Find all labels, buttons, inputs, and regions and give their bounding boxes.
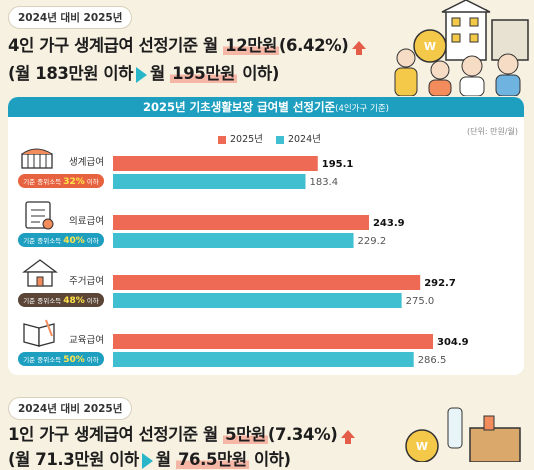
bar-2024: [113, 174, 306, 189]
svg-text:기준 중위소득 32% 이하: 기준 중위소득 32% 이하: [23, 177, 99, 187]
subline-4person: (월 183만원 이하 월 195만원 이하): [8, 60, 279, 84]
headline-1person: 1인 가구 생계급여 선정기준 월 5만원 (7.34%): [8, 421, 356, 445]
headline-4person: 4인 가구 생계급여 선정기준 월 12만원 (6.42%): [8, 32, 367, 56]
bar-value-label: 292.7: [424, 278, 456, 289]
legend-label-2025: 2025년: [230, 134, 263, 145]
subline-to: 이하): [236, 64, 279, 83]
comparison-badge-2: 2024년 대비 2025년: [8, 397, 133, 420]
bar-2024: [113, 352, 414, 367]
bar-value-label: 304.9: [437, 337, 469, 348]
bar-value-label: 275.0: [406, 296, 435, 307]
coin-icon: [413, 29, 447, 63]
subline-from-2: (월 71.3만원 이하: [8, 450, 139, 469]
svg-text:기준 중위소득 50% 이하: 기준 중위소득 50% 이하: [23, 355, 99, 365]
subline-from: (월 183만원 이하: [8, 64, 133, 83]
coin-icon: [405, 429, 439, 462]
headline-text: 4인 가구 생계급여 선정기준 월: [8, 36, 224, 55]
subline-highlight: 195만원: [170, 64, 237, 83]
svg-text:기준 중위소득 48% 이하: 기준 중위소득 48% 이하: [23, 296, 99, 306]
bar-2025: [113, 215, 369, 230]
headline-highlight-2: 5만원: [223, 425, 268, 444]
legend-label-2024: 2024년: [287, 134, 321, 145]
arrow-up-icon: [341, 429, 356, 444]
subline-month: 월: [149, 64, 171, 83]
chart-title: 2025년 기초생활보장 급여별 선정기준(4인가구 기준): [8, 97, 524, 117]
category-label: 생계급여: [69, 156, 104, 168]
bar-2025: [113, 275, 421, 290]
arrow-right-icon: [141, 452, 153, 469]
bar-value-label: 229.2: [358, 236, 387, 247]
criteria-tag: 기준 중위소득 40% 이하: [18, 233, 104, 247]
subline-to-2: 이하): [248, 450, 291, 469]
bar-2025: [113, 156, 318, 171]
chart-legend: 2025년 2024년: [208, 131, 321, 145]
groceries-illustration: W: [405, 407, 521, 462]
book-icon: [23, 319, 55, 347]
bar-2025: [113, 334, 433, 349]
arrow-right-icon: [135, 66, 147, 83]
crib-icon: [21, 148, 53, 169]
category-label: 교육급여: [69, 334, 104, 346]
svg-text:기준 중위소득 40% 이하: 기준 중위소득 40% 이하: [23, 236, 99, 246]
bar-2024: [113, 233, 354, 248]
medical-chart-icon: [25, 201, 54, 230]
headline-highlight: 12만원: [223, 36, 279, 55]
legend-swatch-2024: [275, 135, 284, 144]
subline-month-2: 월: [155, 450, 176, 469]
bar-value-label: 243.9: [373, 218, 405, 229]
criteria-tag: 기준 중위소득 48% 이하: [18, 293, 104, 307]
bar-value-label: 286.5: [418, 355, 447, 366]
unit-label: (단위: 만원/월): [467, 127, 518, 136]
subline-highlight-2: 76.5만원: [175, 450, 249, 469]
family-illustration: W: [394, 0, 529, 96]
bar-value-label: 195.1: [322, 159, 354, 170]
arrow-up-icon: [352, 40, 367, 55]
chart-title-small: (4인가구 기준): [335, 104, 389, 114]
headline-text-2: 1인 가구 생계급여 선정기준 월: [8, 425, 224, 444]
house-icon: [22, 259, 58, 287]
svg-text:W: W: [424, 40, 436, 53]
criteria-tag: 기준 중위소득 50% 이하: [18, 352, 104, 366]
chart-title-text: 2025년 기초생활보장 급여별 선정기준: [143, 100, 336, 114]
headline-percent: (6.42%): [278, 36, 349, 55]
bar-2024: [113, 293, 402, 308]
legend-swatch-2025: [218, 135, 226, 144]
headline-percent-2: (7.34%): [267, 425, 338, 444]
subline-1person: (월 71.3만원 이하 월 76.5만원 이하): [8, 446, 291, 470]
comparison-badge: 2024년 대비 2025년: [8, 6, 133, 29]
bar-value-label: 183.4: [309, 177, 338, 188]
category-label: 의료급여: [69, 215, 104, 227]
svg-text:W: W: [416, 440, 428, 453]
criteria-tag: 기준 중위소득 32% 이하: [18, 174, 104, 188]
category-label: 주거급여: [69, 275, 104, 287]
